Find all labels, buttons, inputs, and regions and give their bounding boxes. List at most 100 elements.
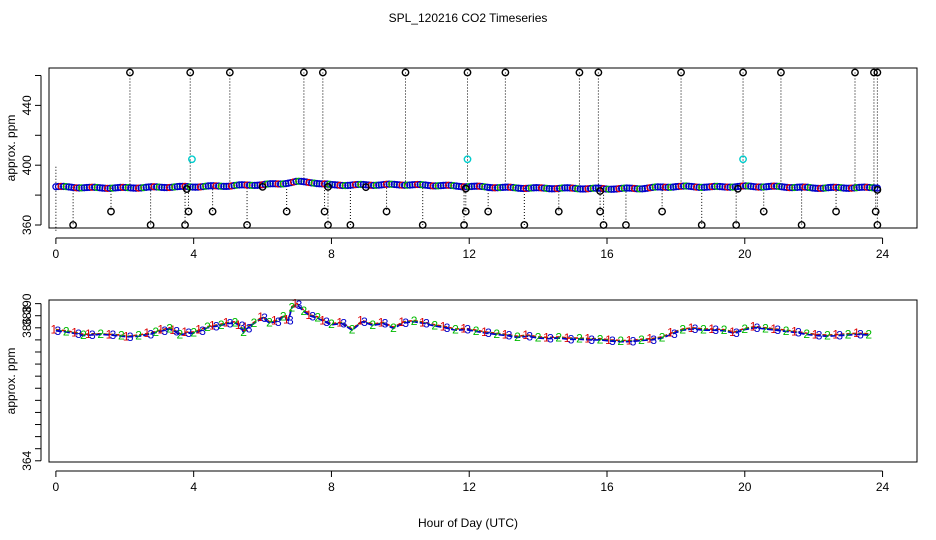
baseline-point (88, 183, 96, 191)
series-point-2: 2 (280, 309, 287, 323)
mid-low-point (382, 207, 391, 216)
baseline-point (548, 185, 556, 193)
series-point-3: 3 (588, 333, 595, 347)
baseline-point (695, 183, 703, 191)
series-point-3: 3 (213, 320, 220, 334)
baseline-point (101, 184, 109, 192)
baseline-point (124, 184, 132, 192)
baseline-point (233, 181, 241, 189)
high-spike-point (126, 68, 134, 77)
series-point-1: 1 (223, 315, 230, 329)
series-point-1: 1 (181, 325, 188, 339)
baseline-point (450, 182, 458, 190)
baseline-point (744, 182, 752, 190)
baseline-point (690, 183, 698, 191)
baseline-point (491, 184, 499, 192)
baseline-point (354, 180, 362, 189)
baseline-point (656, 183, 665, 191)
baseline-point (96, 184, 104, 192)
series-point-3: 3 (423, 317, 430, 331)
baseline-point (403, 181, 411, 189)
mid-low-point (107, 207, 115, 216)
series-point-3: 3 (309, 309, 316, 323)
series-point-1: 1 (271, 314, 278, 328)
baseline-point (297, 177, 305, 186)
baseline-point (509, 183, 517, 192)
top-plot-region (52, 68, 882, 231)
series-point-3: 3 (733, 326, 740, 340)
series-point-3: 3 (795, 326, 802, 340)
baseline-point (62, 182, 70, 191)
baseline-point (860, 183, 869, 191)
baseline-point (685, 182, 693, 190)
high-spike-point (594, 68, 603, 77)
series-point-3: 3 (275, 315, 282, 329)
baseline-point (806, 183, 814, 192)
baseline-marker-point (733, 184, 742, 193)
baseline-point (152, 183, 161, 191)
baseline-point (437, 181, 445, 190)
series-point-3: 3 (89, 328, 96, 342)
baseline-point (581, 185, 590, 193)
baseline-point (70, 183, 78, 192)
series-point-2: 2 (783, 324, 790, 338)
baseline-point (718, 183, 727, 191)
series-point-1: 1 (157, 323, 164, 337)
baseline-point (501, 183, 510, 191)
series-point-1: 1 (481, 325, 488, 339)
series-point-2: 2 (638, 333, 645, 347)
baseline-point (827, 183, 835, 192)
baseline-point (142, 183, 150, 191)
series-point-1: 1 (584, 332, 591, 346)
baseline-point (266, 180, 274, 188)
baseline-point (119, 183, 127, 192)
series-point-3: 3 (402, 316, 409, 330)
baseline-point (199, 182, 207, 191)
baseline-point (845, 184, 853, 192)
baseline-point (416, 180, 424, 189)
baseline-point (207, 182, 215, 190)
baseline-point (633, 185, 641, 193)
baseline-point (408, 181, 417, 189)
series-point-2: 2 (80, 328, 87, 342)
series-point-2: 2 (865, 327, 872, 341)
baseline-point (605, 185, 613, 193)
series-point-2: 2 (204, 320, 211, 334)
baseline-point (429, 182, 437, 190)
baseline-point (390, 180, 398, 189)
cyan-point (463, 155, 472, 164)
baseline-point (832, 183, 840, 191)
baseline-point (760, 183, 768, 191)
baseline-point (571, 184, 579, 193)
series-point-1: 1 (460, 321, 467, 335)
top-y-tick-label: 440 (20, 95, 34, 115)
baseline-marker-point (596, 187, 605, 195)
series-point-2: 2 (251, 316, 258, 330)
mid-low-point (554, 207, 563, 216)
baseline-point (375, 181, 383, 189)
baseline-point (579, 185, 587, 193)
series-point-3: 3 (506, 329, 513, 343)
baseline-point (561, 184, 569, 192)
baseline-point (395, 181, 404, 189)
baseline-point (75, 184, 83, 192)
bottom-x-tick-label: 0 (53, 480, 60, 494)
series-point-1: 1 (283, 312, 290, 326)
series-point-3: 3 (774, 323, 781, 337)
baseline-point (834, 183, 843, 192)
series-point-2: 2 (240, 325, 247, 339)
high-spike-point (739, 68, 747, 77)
series-point-2: 2 (452, 323, 459, 337)
bottom-y-tick-label: 386 (20, 317, 34, 337)
top-x-tick-label: 16 (600, 247, 614, 261)
series-point-2: 2 (135, 329, 142, 343)
high-spike-point (777, 68, 785, 77)
baseline-point (638, 185, 646, 193)
series-point-3: 3 (485, 326, 492, 340)
series-point-3: 3 (227, 317, 234, 331)
series-point-2: 2 (535, 330, 542, 344)
series-point-2: 2 (617, 334, 624, 348)
series-point-3: 3 (287, 314, 294, 328)
baseline-point (52, 183, 60, 191)
baseline-point (481, 183, 489, 191)
